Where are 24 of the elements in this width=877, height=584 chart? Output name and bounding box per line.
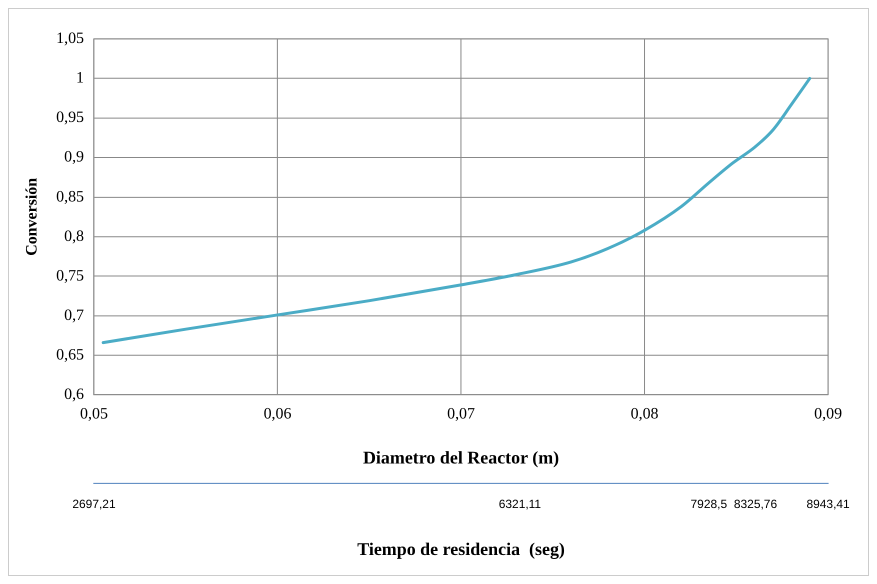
y-tick-label: 0,75 bbox=[56, 267, 84, 284]
x2-tick-label: 2697,21 bbox=[72, 496, 116, 511]
y-tick-label: 0,85 bbox=[56, 188, 84, 206]
y-tick-label: 0,9 bbox=[64, 148, 84, 166]
y-tick-label: 0,7 bbox=[64, 306, 84, 324]
x-tick-label: 0,05 bbox=[80, 406, 108, 423]
y-tick-label: 1 bbox=[76, 70, 84, 87]
y-axis-title: Conversión bbox=[24, 178, 41, 256]
y-tick-label: 0,65 bbox=[56, 346, 84, 364]
x2-tick-label: 7928,5 bbox=[690, 496, 728, 511]
y-tick-label: 1,05 bbox=[56, 30, 84, 48]
x-tick-label: 0,06 bbox=[264, 406, 292, 423]
y-tick-label: 0,6 bbox=[64, 386, 84, 404]
x-tick-label: 0,08 bbox=[630, 406, 659, 423]
x2-tick-label: 8943,41 bbox=[806, 496, 850, 511]
x-tick-label: 0,09 bbox=[814, 406, 842, 423]
x2-tick-label: 8325,76 bbox=[734, 496, 778, 511]
x-axis-title: Diametro del Reactor (m) bbox=[362, 447, 560, 468]
y-tick-label: 0,8 bbox=[64, 228, 84, 245]
x2-axis-title: Tiempo de residencia (seg) bbox=[357, 538, 565, 559]
x2-tick-label: 6321,11 bbox=[498, 496, 542, 511]
x-tick-label: 0,07 bbox=[447, 406, 476, 423]
line-series bbox=[102, 76, 812, 344]
y-tick-label: 0,95 bbox=[56, 109, 84, 126]
